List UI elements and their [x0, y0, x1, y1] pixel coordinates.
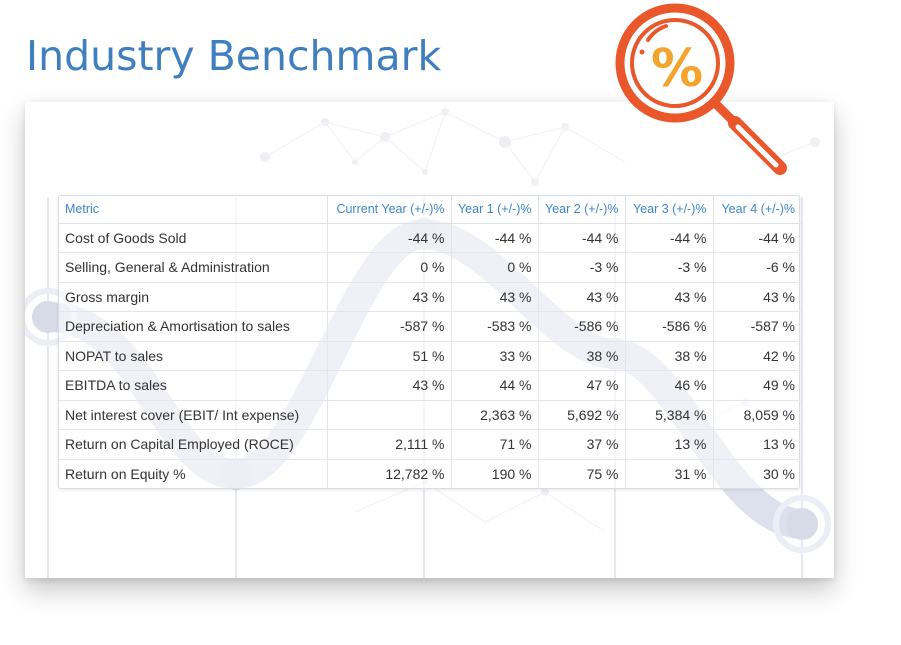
column-header-year-2[interactable]: Year 2 (+/-)%: [538, 196, 626, 224]
value-cell: 37 %: [538, 429, 626, 460]
value-cell: 71 %: [451, 429, 539, 460]
value-cell: [327, 400, 452, 430]
value-cell: -587 %: [713, 311, 801, 342]
percent-symbol: %: [651, 39, 703, 99]
value-cell: 47 %: [538, 370, 626, 401]
benchmark-table-container: Metric Current Year (+/-)% Year 1 (+/-)%…: [58, 195, 801, 489]
value-cell: 190 %: [451, 459, 539, 489]
column-header-year-3[interactable]: Year 3 (+/-)%: [625, 196, 714, 224]
table-row: Net interest cover (EBIT/ Int expense) 2…: [59, 400, 801, 430]
value-cell: -44 %: [625, 223, 714, 253]
table-row: Gross margin 43 % 43 % 43 % 43 % 43 %: [59, 282, 801, 312]
value-cell: 31 %: [625, 459, 714, 489]
value-cell: 38 %: [538, 341, 626, 371]
value-cell: -6 %: [713, 252, 801, 283]
benchmark-table: Metric Current Year (+/-)% Year 1 (+/-)%…: [59, 196, 801, 489]
value-cell: 43 %: [713, 282, 801, 312]
value-cell: 38 %: [625, 341, 714, 371]
metric-name: NOPAT to sales: [59, 341, 328, 371]
value-cell: 2,111 %: [327, 429, 452, 460]
table-row: Depreciation & Amortisation to sales -58…: [59, 311, 801, 342]
value-cell: -44 %: [538, 223, 626, 253]
value-cell: 43 %: [327, 370, 452, 401]
value-cell: 43 %: [625, 282, 714, 312]
table-row: Selling, General & Administration 0 % 0 …: [59, 252, 801, 283]
value-cell: 49 %: [713, 370, 801, 401]
column-header-year-4[interactable]: Year 4 (+/-)%: [713, 196, 801, 224]
column-header-current-year[interactable]: Current Year (+/-)%: [327, 196, 452, 224]
value-cell: 5,692 %: [538, 400, 626, 430]
value-cell: 46 %: [625, 370, 714, 401]
value-cell: -3 %: [538, 252, 626, 283]
value-cell: 13 %: [625, 429, 714, 460]
metric-name: Gross margin: [59, 282, 328, 312]
table-row: Cost of Goods Sold -44 % -44 % -44 % -44…: [59, 223, 801, 253]
value-cell: -44 %: [713, 223, 801, 253]
metric-name: Cost of Goods Sold: [59, 223, 328, 253]
value-cell: 42 %: [713, 341, 801, 371]
value-cell: -586 %: [625, 311, 714, 342]
value-cell: 30 %: [763, 466, 795, 482]
value-cell: 33 %: [451, 341, 539, 371]
metric-name: Selling, General & Administration: [59, 252, 328, 283]
metric-name: Return on Capital Employed (ROCE): [59, 429, 328, 460]
table-header-row: Metric Current Year (+/-)% Year 1 (+/-)%…: [59, 196, 801, 224]
table-row: EBITDA to sales 43 % 44 % 47 % 46 % 49 %: [59, 370, 801, 401]
value-cell: -586 %: [538, 311, 626, 342]
value-cell: 8,059 %: [713, 400, 801, 430]
table-row: Return on Equity % 12,782 % 190 % 75 % 3…: [59, 459, 801, 489]
value-cell: 51 %: [327, 341, 452, 371]
value-cell: -583 %: [451, 311, 539, 342]
column-header-year-1[interactable]: Year 1 (+/-)%: [451, 196, 539, 224]
value-cell: 43 %: [327, 282, 452, 312]
percent-magnifier-icon: %: [615, 3, 787, 175]
value-cell: -3 %: [625, 252, 714, 283]
value-cell: 2,363 %: [451, 400, 539, 430]
metric-name: Depreciation & Amortisation to sales: [59, 311, 328, 342]
value-cell: 13 %: [713, 429, 801, 460]
metric-name: Return on Equity %: [59, 459, 328, 489]
value-cell: 0 %: [451, 252, 539, 283]
page-title: Industry Benchmark: [26, 32, 442, 80]
value-cell: -44 %: [451, 223, 539, 253]
metric-name: Net interest cover (EBIT/ Int expense): [59, 400, 328, 430]
value-cell: 43 %: [451, 282, 539, 312]
benchmark-card: Metric Current Year (+/-)% Year 1 (+/-)%…: [25, 102, 834, 578]
value-cell: 44 %: [451, 370, 539, 401]
value-cell: 12,782 %: [327, 459, 452, 489]
value-cell: 0 %: [327, 252, 452, 283]
metric-name: EBITDA to sales: [59, 370, 328, 401]
table-row: Return on Capital Employed (ROCE) 2,111 …: [59, 429, 801, 460]
value-cell: 75 %: [538, 459, 626, 489]
value-cell: -587 %: [327, 311, 452, 342]
value-cell: 5,384 %: [625, 400, 714, 430]
value-cell: -44 %: [327, 223, 452, 253]
column-header-metric[interactable]: Metric: [59, 196, 328, 224]
value-cell: 43 %: [538, 282, 626, 312]
table-row: NOPAT to sales 51 % 33 % 38 % 38 % 42 %: [59, 341, 801, 371]
